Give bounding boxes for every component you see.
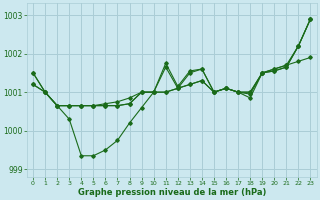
X-axis label: Graphe pression niveau de la mer (hPa): Graphe pression niveau de la mer (hPa)	[77, 188, 266, 197]
